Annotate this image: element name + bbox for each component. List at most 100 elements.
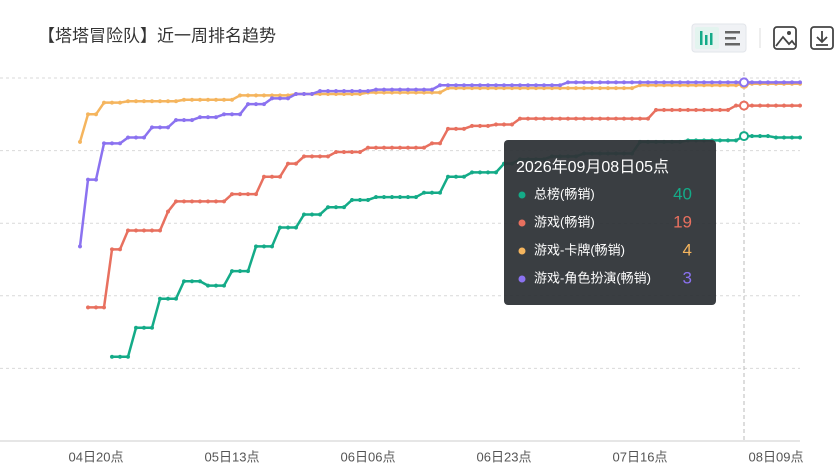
data-point: [461, 83, 467, 88]
data-point: [205, 115, 211, 120]
save-image-button[interactable]: [773, 26, 797, 50]
data-point: [421, 87, 427, 92]
data-point: [165, 125, 171, 130]
data-point: [413, 87, 419, 92]
data-point: [477, 83, 483, 88]
data-point: [629, 80, 635, 85]
data-point: [149, 325, 155, 330]
data-point: [765, 134, 771, 139]
data-point: [213, 283, 219, 288]
data-point: [557, 83, 563, 88]
data-point: [109, 141, 115, 146]
data-point: [397, 145, 403, 150]
data-point: [653, 107, 659, 112]
data-point: [133, 325, 139, 330]
data-point: [205, 283, 211, 288]
data-point: [181, 199, 187, 204]
data-point: [309, 154, 315, 159]
data-point: [469, 170, 475, 175]
data-point: [677, 107, 683, 112]
data-point: [597, 86, 603, 91]
data-point: [285, 161, 291, 166]
data-point: [365, 197, 371, 203]
data-point: [197, 199, 203, 204]
data-point: [117, 100, 123, 105]
data-point: [789, 103, 795, 108]
data-point: [301, 91, 307, 97]
data-point: [341, 89, 347, 94]
data-point: [653, 80, 659, 85]
data-point: [525, 116, 531, 121]
data-point: [429, 190, 435, 195]
data-point: [181, 279, 187, 284]
data-point: [189, 199, 195, 204]
data-point: [797, 103, 803, 108]
data-point: [85, 177, 91, 182]
data-point: [405, 145, 411, 150]
tooltip-value: 19: [673, 212, 692, 231]
data-point: [205, 199, 211, 204]
data-point: [229, 112, 235, 117]
data-point: [557, 116, 563, 121]
data-point: [789, 135, 795, 140]
data-point: [381, 195, 387, 200]
tooltip-marker: [518, 191, 526, 199]
data-point: [173, 296, 179, 301]
data-point: [157, 99, 163, 104]
x-tick-label: 06日06点: [341, 449, 396, 464]
data-point: [229, 269, 235, 274]
data-point: [501, 83, 507, 88]
data-point: [85, 305, 91, 310]
data-point: [685, 107, 691, 112]
data-point: [493, 170, 499, 175]
data-point: [565, 116, 571, 121]
data-point: [781, 80, 787, 85]
data-point: [269, 244, 275, 249]
download-button[interactable]: [810, 26, 834, 50]
x-tick-label: 08日09点: [749, 449, 804, 464]
data-point: [269, 174, 275, 179]
data-point: [725, 80, 731, 85]
data-point: [445, 126, 451, 131]
data-point: [213, 115, 219, 120]
data-point: [637, 116, 643, 121]
data-point: [365, 89, 371, 94]
tooltip-marker: [518, 247, 526, 255]
data-point: [253, 244, 259, 249]
data-point: [133, 99, 139, 104]
data-point: [605, 86, 611, 91]
data-point: [349, 150, 355, 155]
chart-type-toggle[interactable]: [691, 23, 747, 53]
data-point: [565, 86, 571, 91]
data-point: [237, 269, 243, 274]
data-point: [285, 96, 291, 101]
data-point: [525, 83, 531, 88]
data-point: [629, 86, 635, 91]
data-point: [125, 135, 131, 140]
data-point: [77, 139, 83, 144]
data-point: [725, 107, 731, 112]
data-point: [669, 107, 675, 112]
data-point: [749, 103, 755, 108]
data-point: [405, 195, 411, 200]
data-point: [613, 86, 619, 91]
data-point: [573, 80, 579, 85]
data-point: [773, 80, 779, 85]
data-point: [189, 97, 195, 102]
data-point: [797, 80, 803, 85]
data-point: [277, 96, 283, 101]
data-point: [693, 80, 699, 85]
data-point: [477, 170, 483, 175]
data-point: [261, 174, 267, 179]
data-point: [77, 244, 83, 249]
data-point: [237, 93, 243, 98]
data-point: [333, 205, 339, 210]
data-point: [237, 112, 243, 117]
data-point: [133, 135, 139, 140]
data-point: [381, 145, 387, 150]
data-point: [421, 145, 427, 150]
data-point: [149, 99, 155, 104]
data-point: [333, 150, 339, 155]
data-point: [93, 177, 99, 182]
x-tick-label: 05日13点: [205, 449, 260, 464]
